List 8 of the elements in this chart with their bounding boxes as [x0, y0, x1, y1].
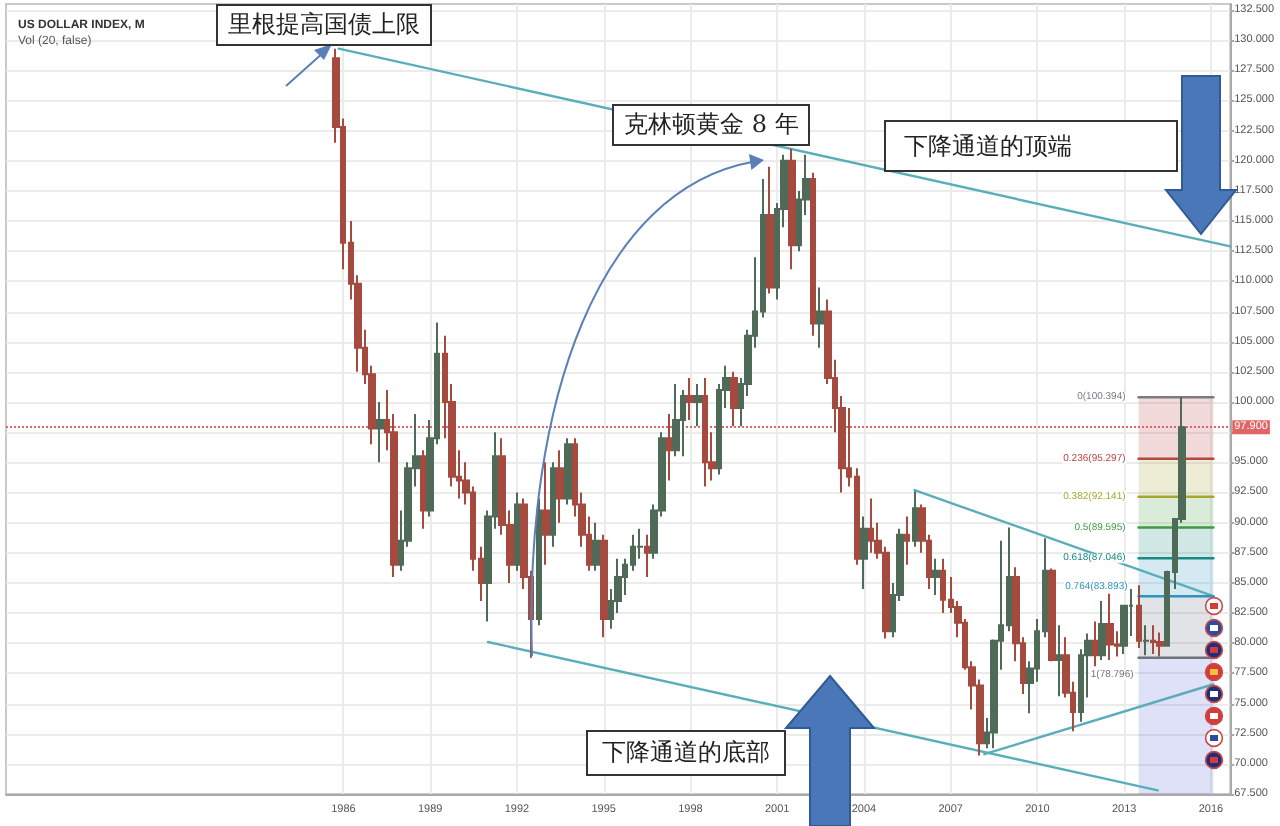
callout-box: 克林顿黄金 8 年	[612, 104, 811, 146]
annotation: 里根提高国债上限	[228, 8, 420, 42]
callout-box: 里根提高国债上限	[216, 4, 432, 46]
annotation: 下降通道的顶端	[904, 129, 1072, 163]
annotation: 克林顿黄金 8 年	[624, 108, 799, 142]
callout-box: 下降通道的底部	[586, 730, 786, 776]
callout-box: 下降通道的顶端	[884, 120, 1178, 172]
annotation: 下降通道的底部	[602, 736, 770, 770]
